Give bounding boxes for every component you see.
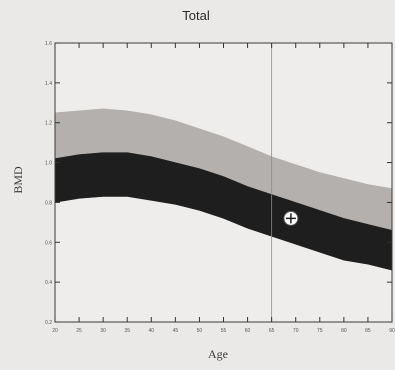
y-tick-label: 0.6 [45, 240, 52, 246]
x-tick-label: 30 [100, 328, 106, 334]
y-tick-label: 1.4 [45, 81, 52, 87]
x-axis-title: Age [208, 347, 228, 361]
x-tick-label: 65 [269, 328, 275, 334]
chart-title: Total [182, 8, 210, 23]
x-tick-label: 75 [317, 328, 323, 334]
x-tick-label: 35 [124, 328, 130, 334]
axis-ticks: 20 25 30 35 40 45 50 55 60 65 70 75 80 85 90 0.2 0.4 0.6 0… [45, 41, 395, 334]
x-tick-label: 90 [389, 328, 395, 334]
x-tick-label: 40 [149, 328, 155, 334]
patient-points [283, 210, 299, 226]
x-tick-label: 45 [173, 328, 179, 334]
x-tick-label: 25 [76, 328, 82, 334]
y-tick-label: 0.2 [45, 320, 52, 326]
x-tick-label: 70 [293, 328, 299, 334]
x-tick-label: 85 [365, 328, 371, 334]
x-tick-label: 50 [197, 328, 203, 334]
x-tick-label: 60 [245, 328, 251, 334]
y-tick-label: 0.4 [45, 280, 52, 286]
x-tick-label: 80 [341, 328, 347, 334]
x-tick-label: 20 [52, 328, 58, 334]
y-tick-label: 1.0 [45, 161, 52, 167]
y-tick-label: 1.2 [45, 121, 52, 127]
y-axis-title: BMD [11, 166, 25, 194]
y-tick-label: 1.6 [45, 41, 52, 47]
x-tick-label: 55 [221, 328, 227, 334]
y-tick-label: 0.8 [45, 200, 52, 206]
